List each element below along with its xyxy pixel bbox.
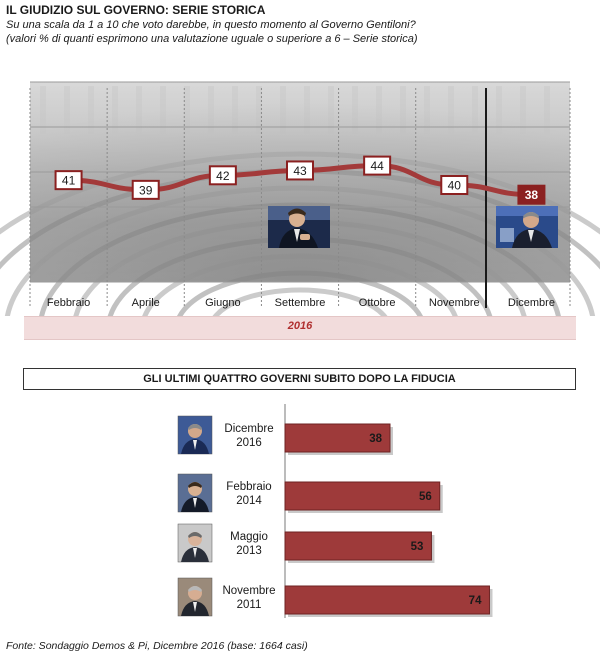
x-tick-aprile: Aprile <box>132 297 160 309</box>
x-tick-novembre: Novembre <box>429 297 480 309</box>
portrait-2013 <box>177 523 213 563</box>
point-value-label: 41 <box>62 174 76 188</box>
point-value-label: 40 <box>448 179 462 193</box>
bar-category-label: Maggio <box>230 531 268 543</box>
portrait-2011 <box>177 577 213 617</box>
point-value-label: 43 <box>293 164 307 178</box>
x-tick-febbraio: Febbraio <box>47 297 90 309</box>
bar-category-label: Dicembre <box>224 423 273 435</box>
line-point-dicembre: 38 <box>517 184 546 205</box>
bar-category-year: 2016 <box>236 437 262 449</box>
bar-value-label: 74 <box>469 595 482 607</box>
bar-category-label: Febbraio <box>226 481 271 493</box>
portrait-2014 <box>177 473 213 513</box>
bar-2016 <box>284 423 391 453</box>
line-chart-serie-storica: 41 39 42 43 44 40 38 Febbraio Aprile Giugno Sette… <box>0 81 600 316</box>
bar-value-label: 56 <box>419 491 432 503</box>
year-label: 2016 <box>287 320 313 332</box>
point-value-label: 38 <box>525 188 539 202</box>
portrait-2016 <box>177 415 213 455</box>
bar-category-year: 2011 <box>237 599 262 611</box>
line-point-aprile: 39 <box>131 179 160 200</box>
bar-row-2013: Maggio 2013 53 <box>177 523 435 563</box>
bar-2011 <box>284 585 490 615</box>
bar-row-2011: Novembre 2011 74 <box>177 577 493 617</box>
photo-renzi <box>268 206 330 248</box>
bar-category-label: Novembre <box>222 585 275 597</box>
page-subtitle: Su una scala da 1 a 10 che voto darebbe,… <box>6 18 596 46</box>
point-value-label: 44 <box>370 159 384 173</box>
x-tick-ottobre: Ottobre <box>359 297 396 309</box>
bar-category-year: 2014 <box>236 495 262 507</box>
subtitle-question: Su una scala da 1 a 10 che voto darebbe,… <box>6 19 416 31</box>
line-point-febbraio: 41 <box>54 170 83 191</box>
parliament-background <box>0 82 600 316</box>
bar-row-2016: Dicembre 2016 38 <box>177 415 393 455</box>
bar-value-label: 38 <box>369 433 382 445</box>
point-value-label: 39 <box>139 183 153 197</box>
bar-2013 <box>284 531 432 561</box>
bar-row-2014: Febbraio 2014 56 <box>177 473 443 513</box>
page-title: IL GIUDIZIO SUL GOVERNO: SERIE STORICA <box>6 3 266 17</box>
bar-value-label: 53 <box>411 541 424 553</box>
line-point-ottobre: 44 <box>363 155 392 176</box>
bar-category-year: 2013 <box>236 545 262 557</box>
line-point-novembre: 40 <box>440 175 469 195</box>
source-note: Fonte: Sondaggio Demos & Pi, Dicembre 20… <box>6 640 308 652</box>
x-tick-settembre: Settembre <box>275 297 326 309</box>
subtitle-note: (valori % di quanti esprimono una valuta… <box>6 33 418 45</box>
x-tick-giugno: Giugno <box>205 297 240 309</box>
bar-2014 <box>284 481 441 511</box>
year-band: 2016 <box>24 316 576 340</box>
point-value-label: 42 <box>216 169 230 183</box>
bar-chart-ultimi-governi: Dicembre 2016 38 Febbraio 2014 56 Maggio 2013 53… <box>177 404 493 618</box>
photo-gentiloni <box>496 206 558 248</box>
line-point-settembre: 43 <box>286 160 314 181</box>
x-tick-dicembre: Dicembre <box>508 297 555 309</box>
section-title: GLI ULTIMI QUATTRO GOVERNI SUBITO DOPO L… <box>23 368 576 390</box>
line-point-giugno: 42 <box>208 165 237 186</box>
gridlines <box>29 81 571 308</box>
